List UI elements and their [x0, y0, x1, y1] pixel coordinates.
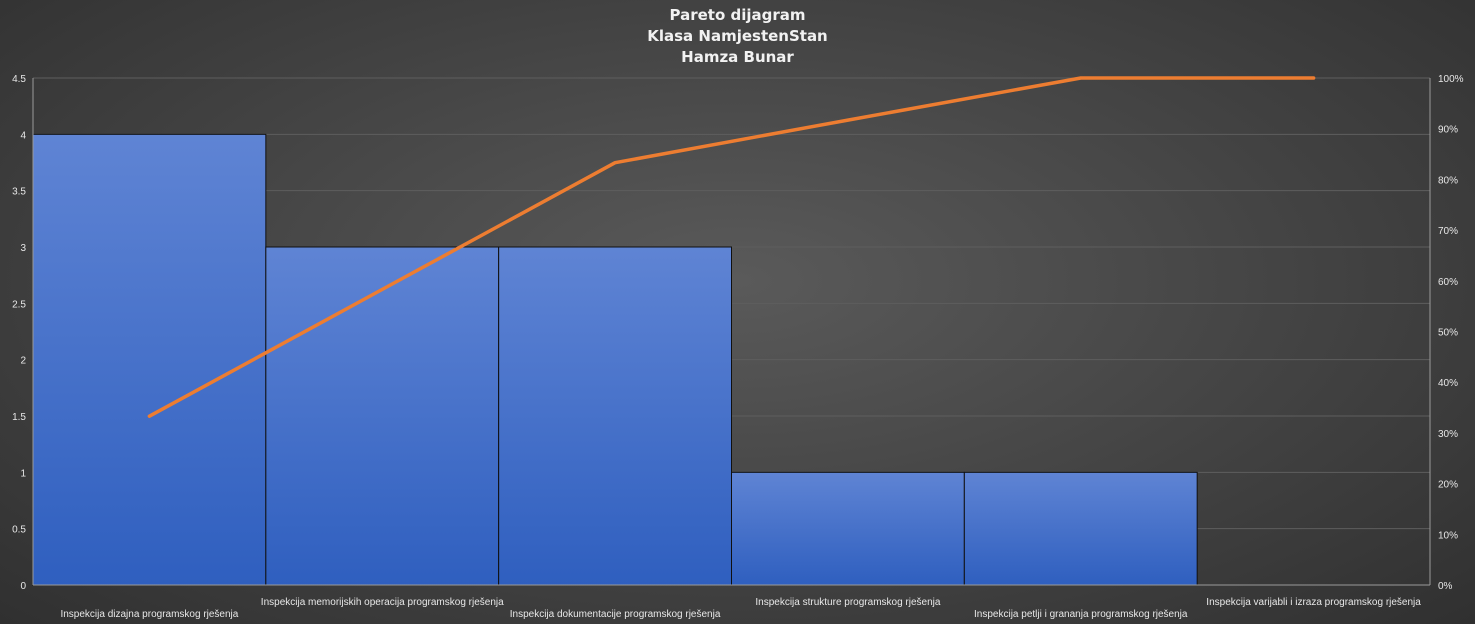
category-label: Inspekcija strukture programskog rješenj… [755, 597, 941, 608]
left-tick-label: 4 [20, 130, 26, 141]
left-tick-label: 1 [20, 468, 26, 479]
left-axis-ticks: 0 0.5 1 1.5 2 2.5 3 3.5 4 4.5 [12, 74, 26, 592]
chart-title-line-2: Klasa NamjestenStan [647, 27, 828, 45]
right-tick-label: 40% [1438, 378, 1458, 389]
cumulative-line [147, 76, 1316, 418]
cumulative-percent-line [147, 76, 1316, 418]
bar [963, 471, 1198, 586]
category-labels: Inspekcija dizajna programskog rješenja I… [60, 597, 1421, 620]
bar [498, 246, 732, 586]
right-tick-label: 90% [1438, 125, 1458, 136]
left-tick-label: 4.5 [12, 74, 26, 85]
left-tick-label: 0 [20, 581, 26, 592]
right-tick-label: 100% [1438, 74, 1464, 85]
bar [32, 133, 267, 586]
left-tick-label: 1.5 [12, 412, 26, 423]
right-tick-label: 60% [1438, 277, 1458, 288]
right-tick-label: 70% [1438, 226, 1458, 237]
left-tick-label: 0.5 [12, 525, 26, 536]
chart-title-line-3: Hamza Bunar [681, 48, 794, 66]
bars [32, 133, 1198, 586]
right-tick-label: 80% [1438, 175, 1458, 186]
left-tick-label: 2 [20, 356, 26, 367]
right-tick-label: 0% [1438, 581, 1453, 592]
axes [32, 78, 1431, 586]
right-tick-label: 10% [1438, 530, 1458, 541]
right-tick-label: 50% [1438, 328, 1458, 339]
bar [731, 471, 965, 586]
right-axis-ticks: 0% 10% 20% 30% 40% 50% 60% 70% 80% 90% 100% [1438, 74, 1464, 592]
category-label: Inspekcija varijabli i izraza programsko… [1206, 597, 1421, 608]
left-tick-label: 2.5 [12, 299, 26, 310]
category-label: Inspekcija dizajna programskog rješenja [60, 609, 238, 620]
chart-title-line-1: Pareto dijagram [669, 6, 806, 24]
right-tick-label: 30% [1438, 429, 1458, 440]
category-label: Inspekcija dokumentacije programskog rje… [510, 609, 721, 620]
category-label: Inspekcija memorijskih operacija program… [261, 597, 504, 608]
right-tick-label: 20% [1438, 480, 1458, 491]
category-label: Inspekcija petlji i grananja programskog… [974, 609, 1188, 620]
left-tick-label: 3 [20, 243, 26, 254]
bar [265, 246, 500, 586]
left-tick-label: 3.5 [12, 187, 26, 198]
